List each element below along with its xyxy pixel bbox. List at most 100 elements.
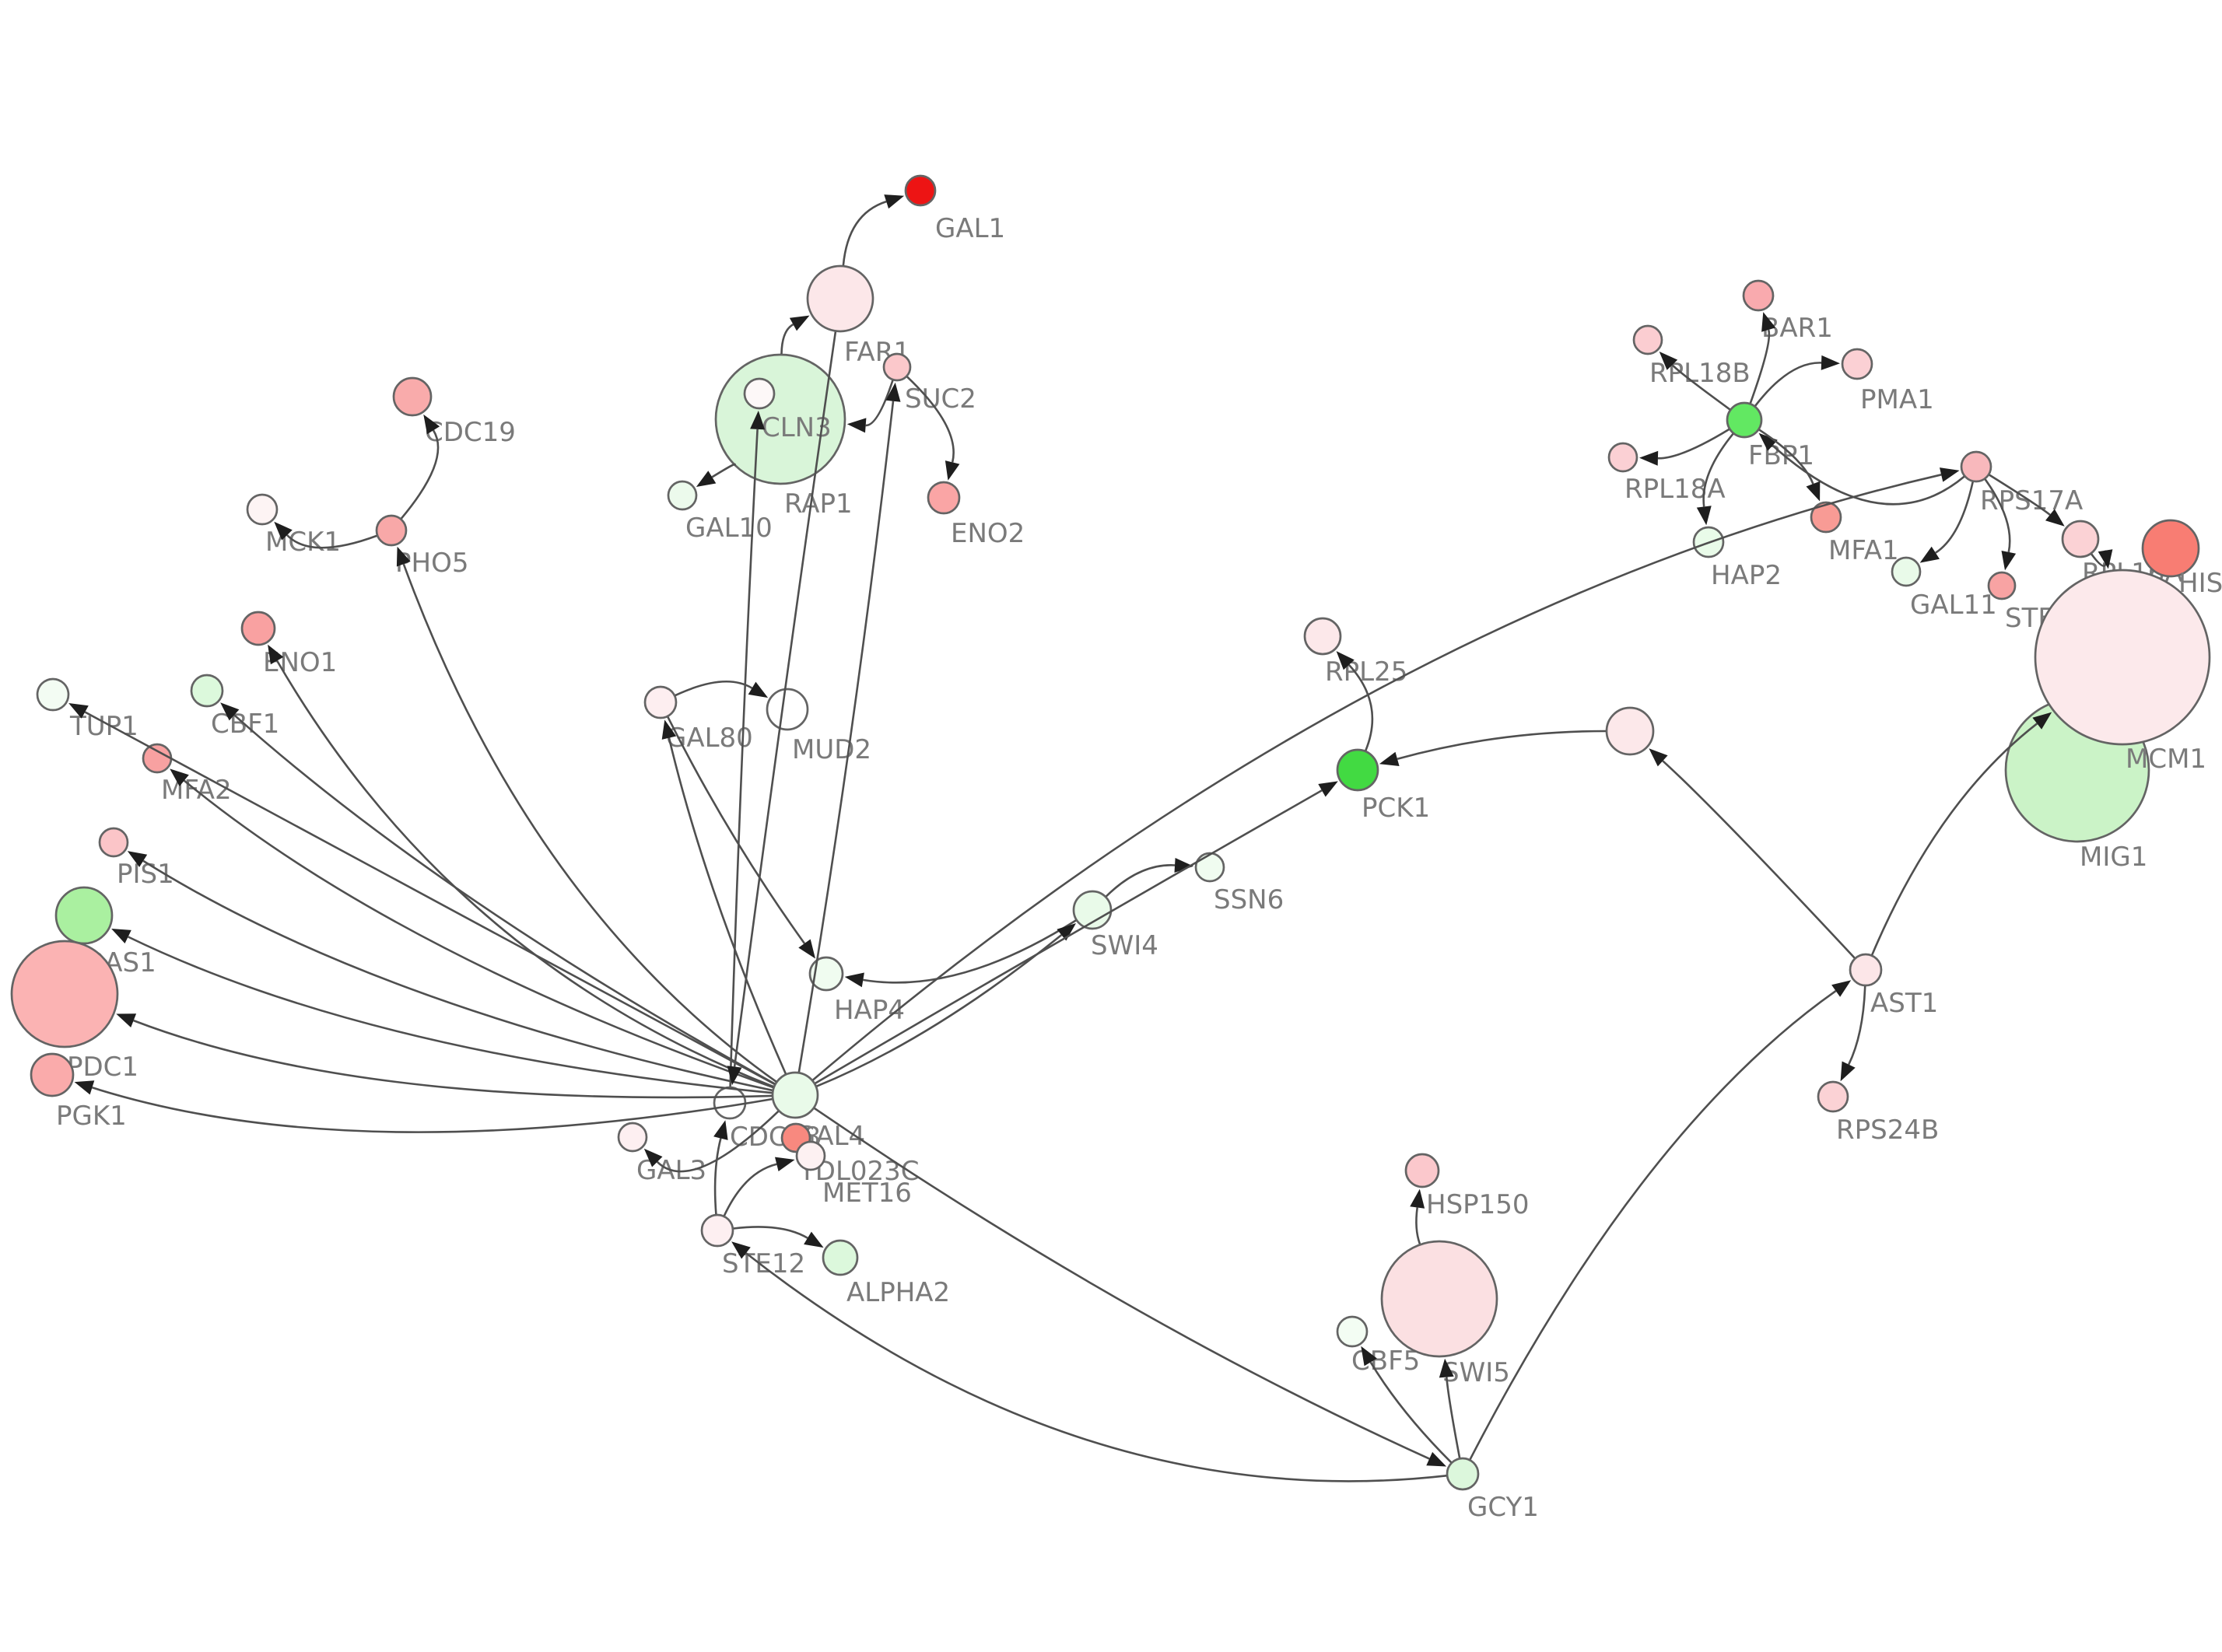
node-circle-GCY1[interactable] — [1446, 1457, 1480, 1491]
edge-SWI4-SSN6[interactable] — [1105, 864, 1176, 898]
edge-FAR1-GAL1[interactable] — [842, 200, 887, 266]
edge-RPS17A-RPL16A[interactable] — [1989, 474, 2051, 516]
edge-GAL4-GAL80[interactable] — [668, 737, 787, 1075]
edge-GCY1-SWI5[interactable] — [1446, 1377, 1461, 1458]
edge-GAL4-PDC1[interactable] — [133, 1019, 773, 1099]
node-circle-ALPHA2[interactable] — [822, 1239, 859, 1276]
edge-RPS17A-FBP1[interactable] — [1772, 444, 1965, 506]
edge-SWI5-HSP150[interactable] — [1415, 1207, 1421, 1244]
node-circle-MCK1[interactable] — [246, 493, 279, 526]
node-circle-CDC19[interactable] — [392, 376, 433, 417]
node-circle-MET16[interactable] — [795, 1140, 826, 1171]
edge-GAL4-PHO5[interactable] — [402, 563, 777, 1083]
edge-GCY1-AST1[interactable] — [1469, 990, 1837, 1460]
node-circle-BAR1[interactable] — [1742, 279, 1775, 312]
node-circle-PHO5[interactable] — [375, 514, 408, 547]
edge-FBP1-RPL18A[interactable] — [1657, 428, 1730, 460]
edge-GAL4-SWI4[interactable] — [816, 934, 1063, 1087]
node-circle-HIS4[interactable] — [2141, 519, 2200, 578]
edge-AST1-N1[interactable] — [1662, 760, 1856, 959]
edge-GAL4-CBF1[interactable] — [233, 714, 776, 1085]
node-circle-ENO1[interactable] — [240, 611, 276, 646]
edge-FBP1-BAR1[interactable] — [1749, 329, 1771, 404]
node-circle-MCM1[interactable] — [2034, 569, 2211, 746]
node-circle-RPL18B[interactable] — [1632, 324, 1663, 355]
node-circle-SSN6[interactable] — [1194, 852, 1225, 883]
node-circle-GAL10[interactable] — [667, 480, 698, 511]
edge-GAL4-RAS1[interactable] — [128, 936, 773, 1094]
node-circle-HAP4[interactable] — [808, 956, 844, 992]
node-circle-MFA1[interactable] — [1810, 501, 1842, 534]
edge-RPS17A-GAL11[interactable] — [1935, 481, 1974, 554]
edge-AST1-MCM1[interactable] — [1871, 723, 2038, 956]
edge-STE12-MET16[interactable] — [723, 1163, 777, 1216]
edge-GAL4-RPS17A[interactable] — [811, 474, 1942, 1081]
node-circle-GAL4[interactable] — [771, 1071, 819, 1119]
node-circle-CDC28[interactable] — [713, 1086, 747, 1120]
node-circle-GAL80[interactable] — [643, 685, 678, 719]
edge-STE12-ALPHA2[interactable] — [733, 1226, 808, 1239]
node-circle-RPS24B[interactable] — [1817, 1080, 1849, 1113]
edge-GAL4-PGK1[interactable] — [92, 1087, 773, 1133]
node-circle-PMA1[interactable] — [1841, 348, 1873, 380]
edge-N1-PCK1[interactable] — [1397, 730, 1607, 761]
node-circle-CLN3[interactable] — [743, 377, 776, 410]
edge-GAL80-HAP4[interactable] — [667, 716, 806, 944]
node-circle-PDC1[interactable] — [10, 940, 119, 1048]
edge-PHO5-CDC19[interactable] — [400, 429, 440, 520]
node-circle-RPL25[interactable] — [1303, 617, 1342, 656]
node-circle-GAL1[interactable] — [904, 174, 937, 207]
node-circle-CBF5[interactable] — [1336, 1315, 1369, 1348]
node-circle-STE12[interactable] — [700, 1213, 734, 1248]
node-circle-TUP1[interactable] — [36, 677, 70, 712]
node-circle-FBP1[interactable] — [1726, 401, 1763, 439]
node-circle-MFA2[interactable] — [142, 743, 173, 774]
edge-RAP1-FAR1[interactable] — [780, 323, 794, 355]
node-circle-GAL11[interactable] — [1891, 556, 1922, 587]
edge-PCK1-RPL25[interactable] — [1348, 663, 1374, 751]
node-circle-HSP150[interactable] — [1404, 1153, 1440, 1188]
node-circle-SWI5[interactable] — [1380, 1240, 1498, 1358]
node-circle-RPL16A[interactable] — [2061, 520, 2100, 558]
node-circle-RPS17A[interactable] — [1960, 450, 1992, 483]
edge-FBP1-HAP2[interactable] — [1702, 432, 1734, 507]
edge-FBP1-MFA1[interactable] — [1758, 429, 1814, 485]
edge-GAL80-MUD2[interactable] — [675, 681, 753, 697]
node-circle-SUC2[interactable] — [882, 352, 912, 382]
node-circle-PCK1[interactable] — [1336, 748, 1379, 792]
edge-GAL4-GCY1[interactable] — [814, 1107, 1430, 1460]
edge-RAP1-GAL10[interactable] — [711, 463, 736, 478]
node-circle-GAL3[interactable] — [617, 1122, 648, 1153]
edge-GAL4-SUC2[interactable] — [797, 401, 895, 1073]
node-circle-CBF1[interactable] — [190, 674, 224, 708]
edge-GCY1-CBF5[interactable] — [1369, 1361, 1453, 1464]
node-circle-PGK1[interactable] — [30, 1052, 75, 1097]
edge-SUC2-RAP1[interactable] — [865, 380, 894, 427]
node-circle-RAS1[interactable] — [54, 886, 114, 945]
node-circle-FAR1[interactable] — [806, 264, 874, 333]
edge-GAL4-PIS1[interactable] — [142, 859, 773, 1092]
edge-GAL4-GAL3[interactable] — [656, 1110, 780, 1173]
edge-AST1-RPS24B[interactable] — [1848, 985, 1866, 1066]
edge-GCY1-STE12[interactable] — [745, 1252, 1447, 1482]
edge-SWI4-HAP4[interactable] — [863, 919, 1077, 984]
edge-FAR1-CDC28[interactable] — [733, 331, 837, 1067]
edge-GAL4-PCK1[interactable] — [815, 789, 1323, 1084]
node-circle-ENO2[interactable] — [927, 481, 961, 515]
node-circle-N1[interactable] — [1605, 706, 1655, 756]
node-circle-RPL18A[interactable] — [1607, 442, 1638, 473]
edge-GAL4-TUP1[interactable] — [84, 711, 776, 1085]
edge-PHO5-MCK1[interactable] — [286, 534, 377, 549]
edge-GAL4-MFA2[interactable] — [183, 779, 774, 1089]
edge-FBP1-RPL18B[interactable] — [1671, 364, 1731, 411]
node-circle-AST1[interactable] — [1849, 953, 1883, 987]
node-circle-STE2[interactable] — [1987, 571, 2017, 600]
node-circle-SWI4[interactable] — [1072, 890, 1113, 930]
edge-GAL4-ENO1[interactable] — [275, 660, 774, 1088]
edge-RPS17A-STE2[interactable] — [1984, 478, 2011, 553]
edge-CDC28-CLN3[interactable] — [729, 429, 759, 1087]
node-circle-PIS1[interactable] — [98, 827, 129, 858]
node-circle-MUD2[interactable] — [766, 688, 809, 731]
edge-STE12-CDC28[interactable] — [713, 1138, 722, 1215]
edge-SUC2-ENO2[interactable] — [906, 376, 955, 463]
